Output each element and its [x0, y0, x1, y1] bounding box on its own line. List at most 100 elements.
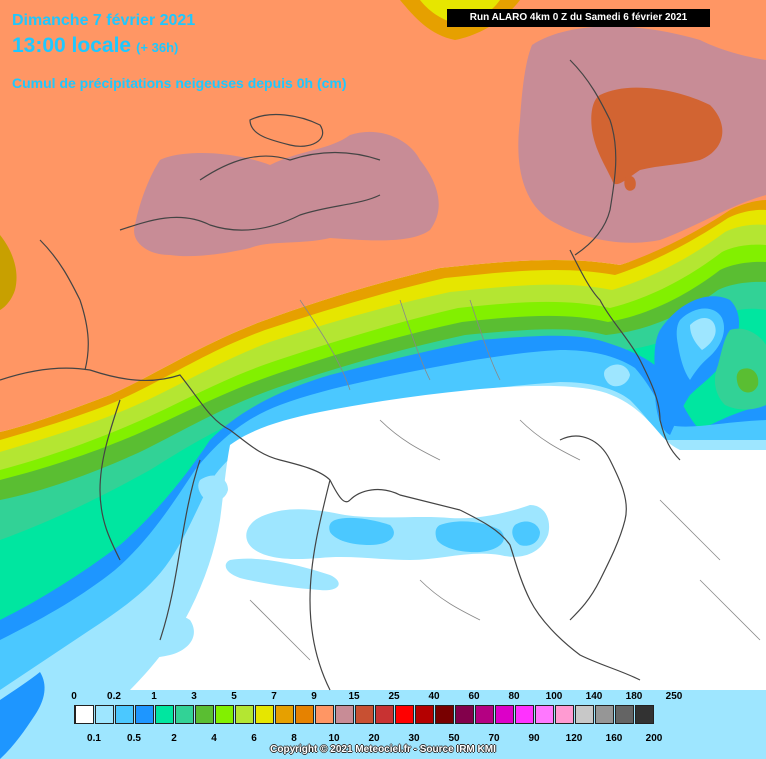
border-belgium-east	[459, 509, 641, 681]
legend-top-label: 5	[231, 691, 237, 702]
border-netherlands-east	[569, 59, 617, 256]
legend-bottom-label: 70	[488, 733, 500, 744]
legend-swatch	[475, 705, 494, 724]
legend-swatch	[135, 705, 154, 724]
snow-plume-northwest-edge	[198, 475, 228, 502]
admin-line-7	[249, 599, 311, 661]
admin-line-6	[419, 579, 481, 621]
admin-line-9	[699, 579, 761, 641]
legend-swatch	[75, 705, 94, 724]
legend-top-label: 60	[468, 691, 480, 702]
legend-bottom-label: 4	[211, 733, 217, 744]
admin-line-2	[399, 299, 431, 381]
border-sw-1	[99, 399, 121, 561]
admin-line-8	[659, 499, 721, 561]
model-run-info: Run ALARO 4km 0 Z du Samedi 6 février 20…	[447, 9, 710, 27]
legend-swatch	[95, 705, 114, 724]
snow-band-east-light	[690, 317, 716, 350]
border-south	[309, 479, 331, 691]
coastline-inlet	[249, 114, 324, 147]
legend-top-label: 3	[191, 691, 197, 702]
snow-plume-south-core-west	[329, 517, 394, 545]
legend-swatch	[615, 705, 634, 724]
legend-top-label: 7	[271, 691, 277, 702]
snow-band-east-lime	[736, 368, 759, 393]
legend-bottom-label: 8	[291, 733, 297, 744]
border-sw-2	[159, 459, 201, 641]
legend-swatch	[555, 705, 574, 724]
legend-bottom-label: 20	[368, 733, 380, 744]
border-lines	[0, 59, 681, 691]
legend-top-label: 0	[71, 691, 77, 702]
legend-swatch	[215, 705, 234, 724]
color-scale-legend: 0 0.2 1 3 5 7 9 15 25 40 60 80 100 140 180 250 0.1 0.5 2 4…	[0, 688, 766, 759]
legend-swatch	[275, 705, 294, 724]
legend-top-label: 80	[508, 691, 520, 702]
legend-swatch	[595, 705, 614, 724]
legend-swatch	[575, 705, 594, 724]
legend-swatch	[255, 705, 274, 724]
snow-zone-rust-spot	[624, 175, 636, 191]
snow-plume-south-core-far	[512, 521, 540, 546]
legend-top-label: 140	[585, 691, 603, 702]
legend-top-label: 180	[625, 691, 643, 702]
legend-top-label: 100	[545, 691, 563, 702]
legend-swatch	[515, 705, 534, 724]
legend-swatch	[195, 705, 214, 724]
legend-swatch	[535, 705, 554, 724]
legend-bottom-label: 10	[328, 733, 340, 744]
legend-swatch	[115, 705, 134, 724]
legend-swatch	[355, 705, 374, 724]
map-variable-title: Cumul de précipitations neigeuses depuis…	[12, 75, 347, 91]
legend-swatch	[235, 705, 254, 724]
legend-top-label: 1	[151, 691, 157, 702]
legend-swatch	[175, 705, 194, 724]
legend-swatch	[315, 705, 334, 724]
legend-bottom-label: 200	[645, 733, 663, 744]
coastline-north	[199, 151, 381, 181]
snow-band-southwest-blue	[0, 672, 45, 759]
forecast-time-value: 13:00 locale	[12, 34, 132, 57]
legend-top-label: 15	[348, 691, 360, 702]
legend-swatch	[455, 705, 474, 724]
legend-bottom-label: 90	[528, 733, 540, 744]
border-west-france	[39, 239, 89, 371]
snow-plume-southwest	[118, 613, 194, 658]
legend-swatch	[295, 705, 314, 724]
legend-swatch	[395, 705, 414, 724]
forecast-time: 13:00 locale (+ 36h)	[12, 34, 178, 58]
snow-plume-south-core-east	[435, 521, 504, 553]
border-lux	[559, 435, 627, 621]
legend-top-label: 40	[428, 691, 440, 702]
legend-swatch	[435, 705, 454, 724]
border-belgium-north	[0, 367, 461, 511]
legend-top-label: 25	[388, 691, 400, 702]
legend-swatch	[635, 705, 654, 724]
legend-swatch	[415, 705, 434, 724]
legend-bottom-label: 0.1	[87, 733, 101, 744]
border-north-west	[119, 194, 381, 231]
legend-swatch	[495, 705, 514, 724]
legend-bottom-label: 2	[171, 733, 177, 744]
border-germany	[569, 249, 681, 461]
snow-zone-rust-northeast	[591, 87, 723, 185]
legend-bottom-label: 0.5	[127, 733, 141, 744]
legend-swatches	[74, 705, 655, 724]
legend-bottom-label: 50	[448, 733, 460, 744]
legend-top-label: 9	[311, 691, 317, 702]
copyright-text: Copyright © 2021 Meteociel.fr - Source I…	[270, 744, 496, 755]
admin-line-5	[379, 419, 441, 461]
legend-bottom-label: 120	[565, 733, 583, 744]
admin-lines	[249, 299, 761, 661]
admin-line-4	[519, 419, 581, 461]
legend-top-label: 250	[665, 691, 683, 702]
legend-bottom-label: 6	[251, 733, 257, 744]
legend-top-label: 0.2	[107, 691, 121, 702]
legend-bottom-label: 30	[408, 733, 420, 744]
legend-swatch	[375, 705, 394, 724]
legend-bottom-label: 160	[605, 733, 623, 744]
admin-line-3	[469, 299, 501, 381]
snow-zone-gold-northwest	[0, 235, 17, 310]
legend-swatch	[155, 705, 174, 724]
